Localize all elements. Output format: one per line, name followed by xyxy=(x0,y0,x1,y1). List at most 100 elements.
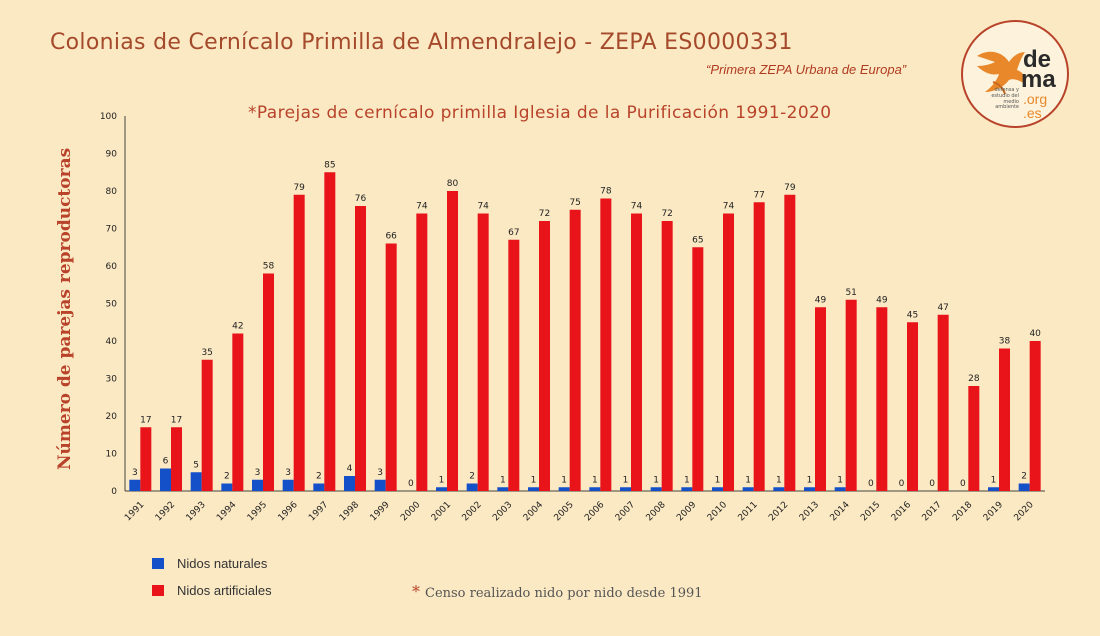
bar-artificial xyxy=(447,191,458,491)
data-label-natural: 3 xyxy=(255,468,261,478)
data-label-artificial: 77 xyxy=(753,190,764,200)
bar-artificial xyxy=(845,299,857,491)
legend-label-artificial: Nidos artificiales xyxy=(177,583,272,598)
x-tick-label: 2017 xyxy=(921,500,944,523)
data-label-artificial: 51 xyxy=(845,288,856,298)
y-tick-label: 20 xyxy=(106,412,118,422)
data-label-artificial: 72 xyxy=(661,209,672,219)
data-label-artificial: 49 xyxy=(876,295,888,305)
data-label-natural: 1 xyxy=(745,475,751,485)
subtitle: “Primera ZEPA Urbana de Europa” xyxy=(706,62,907,77)
y-tick-label: 100 xyxy=(100,112,117,122)
bar-natural xyxy=(466,483,478,491)
data-label-artificial: 38 xyxy=(999,337,1011,347)
data-label-natural: 2 xyxy=(316,472,322,482)
logo-text-ma: ma xyxy=(1021,66,1056,93)
bar-artificial xyxy=(477,213,489,491)
x-tick-label: 2008 xyxy=(645,500,668,523)
data-label-natural: 0 xyxy=(868,479,874,489)
bar-artificial xyxy=(600,198,612,491)
y-tick-label: 90 xyxy=(106,150,118,160)
logo-text-org: .org xyxy=(1023,91,1048,107)
bar-artificial xyxy=(263,273,274,491)
bar-artificial xyxy=(355,206,366,491)
data-label-artificial: 76 xyxy=(355,194,367,204)
x-tick-label: 2014 xyxy=(829,500,852,523)
x-tick-label: 1997 xyxy=(307,500,330,523)
legend-label-natural: Nidos naturales xyxy=(177,556,268,571)
x-tick-label: 1999 xyxy=(369,500,392,523)
bar-natural xyxy=(712,487,723,491)
footnote-text: Censo realizado nido por nido desde 1991 xyxy=(425,586,703,601)
y-tick-label: 70 xyxy=(106,225,118,235)
x-tick-label: 2000 xyxy=(399,500,422,523)
data-label-artificial: 75 xyxy=(569,198,580,208)
x-tick-label: 1991 xyxy=(123,500,146,523)
bar-artificial xyxy=(508,239,520,491)
data-label-artificial: 40 xyxy=(1029,329,1041,339)
x-tick-label: 2010 xyxy=(706,500,729,523)
footnote-star: * xyxy=(412,582,420,601)
bar-natural xyxy=(528,487,539,491)
y-tick-label: 0 xyxy=(111,487,117,497)
main-title: Colonias de Cernícalo Primilla de Almend… xyxy=(50,30,793,55)
bar-artificial xyxy=(815,307,826,491)
data-label-artificial: 42 xyxy=(232,322,243,332)
x-tick-label: 1996 xyxy=(277,500,300,523)
x-tick-label: 1992 xyxy=(154,500,177,523)
y-tick-label: 10 xyxy=(106,450,118,460)
bar-natural xyxy=(160,468,171,491)
bar-natural xyxy=(497,487,509,491)
data-label-natural: 0 xyxy=(929,479,935,489)
bar-artificial xyxy=(937,314,949,491)
data-label-natural: 3 xyxy=(132,468,138,478)
bar-natural xyxy=(313,483,325,491)
x-tick-label: 2004 xyxy=(522,500,545,523)
x-tick-label: 2006 xyxy=(583,500,606,523)
bar-artificial xyxy=(876,307,888,491)
legend-swatch-natural xyxy=(152,558,164,569)
data-label-natural: 2 xyxy=(224,472,230,482)
x-tick-label: 1994 xyxy=(215,500,238,523)
x-tick-label: 2016 xyxy=(890,500,913,523)
bar-artificial xyxy=(324,172,336,491)
data-label-natural: 5 xyxy=(193,460,199,470)
bar-artificial xyxy=(171,427,182,491)
logo-text-es: .es xyxy=(1023,105,1042,121)
data-label-natural: 1 xyxy=(561,475,567,485)
bar-natural xyxy=(834,487,846,491)
data-label-natural: 1 xyxy=(531,475,537,485)
data-label-artificial: 79 xyxy=(293,183,305,193)
data-label-artificial: 17 xyxy=(140,415,151,425)
data-label-natural: 3 xyxy=(285,468,291,478)
data-label-artificial: 74 xyxy=(416,202,428,212)
x-tick-label: 2013 xyxy=(798,500,821,523)
bar-natural xyxy=(282,479,294,491)
data-label-natural: 4 xyxy=(347,464,353,474)
data-label-artificial: 28 xyxy=(968,374,980,384)
bar-natural xyxy=(129,479,141,491)
bar-artificial xyxy=(140,427,152,491)
bar-natural xyxy=(558,487,570,491)
x-tick-label: 2015 xyxy=(859,500,882,523)
data-label-artificial: 35 xyxy=(201,348,212,358)
y-tick-label: 80 xyxy=(106,187,118,197)
data-label-natural: 1 xyxy=(592,475,598,485)
bar-natural xyxy=(221,483,233,491)
bar-natural xyxy=(190,472,202,491)
bar-natural xyxy=(344,476,355,491)
x-tick-label: 2002 xyxy=(461,500,484,523)
bar-natural xyxy=(773,487,785,491)
data-label-artificial: 74 xyxy=(723,202,735,212)
data-label-natural: 2 xyxy=(1021,472,1027,482)
data-label-artificial: 47 xyxy=(937,303,948,313)
bar-natural xyxy=(681,487,693,491)
bar-artificial xyxy=(784,194,796,491)
bar-artificial xyxy=(293,194,305,491)
data-label-natural: 2 xyxy=(469,472,475,482)
bar-artificial xyxy=(201,359,213,491)
legend-swatch-artificial xyxy=(152,585,164,596)
bar-artificial xyxy=(232,333,244,491)
data-label-natural: 1 xyxy=(715,475,721,485)
